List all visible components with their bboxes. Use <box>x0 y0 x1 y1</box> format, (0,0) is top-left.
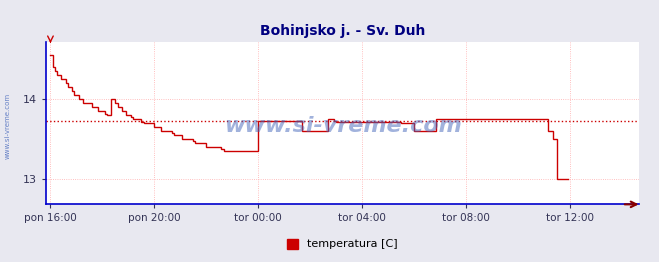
Text: www.si-vreme.com: www.si-vreme.com <box>224 116 461 137</box>
Legend: temperatura [C]: temperatura [C] <box>283 234 403 254</box>
Title: Bohinjsko j. - Sv. Duh: Bohinjsko j. - Sv. Duh <box>260 24 425 38</box>
Text: www.si-vreme.com: www.si-vreme.com <box>5 93 11 159</box>
